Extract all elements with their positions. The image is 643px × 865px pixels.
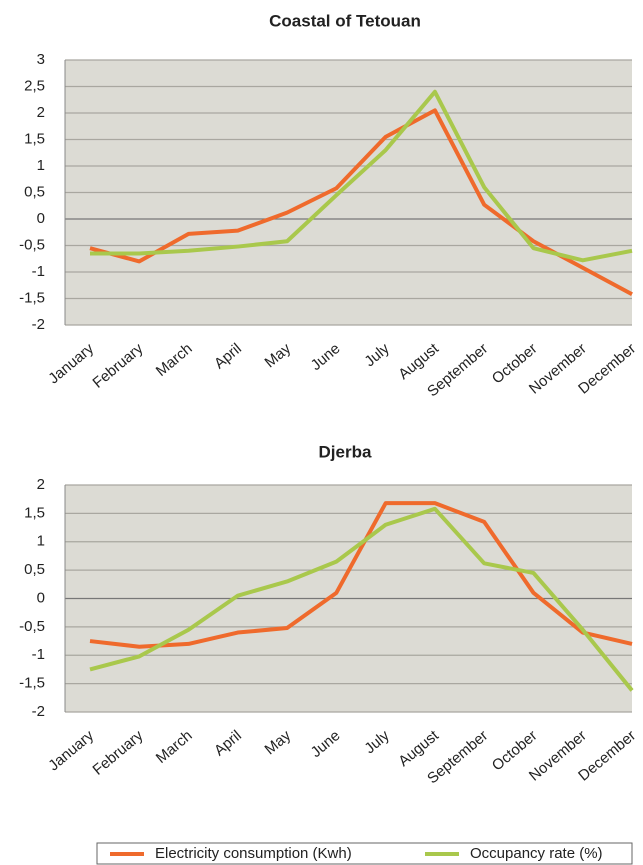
series-line — [89, 501, 633, 649]
chart-title: Coastal of Tetouan — [269, 11, 421, 30]
y-tick-label: 2 — [37, 476, 45, 493]
y-tick-label: -0,5 — [19, 618, 45, 635]
x-tick-label: July — [361, 340, 393, 370]
y-tick-label: 0 — [37, 589, 45, 606]
x-tick-label: February — [89, 727, 146, 779]
y-tick-label: 0 — [37, 210, 45, 227]
y-tick-label: 1,5 — [24, 130, 45, 147]
chart-title: Djerba — [319, 442, 372, 461]
y-tick-label: -1 — [32, 263, 45, 280]
x-tick-label: May — [262, 727, 295, 759]
y-tick-label: -1 — [32, 646, 45, 663]
y-tick-label: -2 — [32, 316, 45, 333]
series-line — [90, 89, 633, 263]
y-tick-label: -1,5 — [19, 289, 45, 306]
y-tick-label: -0,5 — [19, 236, 45, 253]
x-tick-label: March — [153, 340, 196, 380]
x-tick-label: February — [89, 340, 146, 392]
y-tick-label: 1,5 — [24, 504, 45, 521]
y-tick-label: 2,5 — [24, 77, 45, 94]
x-tick-label: April — [211, 340, 245, 372]
legend-label: Electricity consumption (Kwh) — [155, 845, 352, 862]
series-line — [89, 506, 634, 692]
legend-label: Occupancy rate (%) — [470, 845, 603, 862]
y-tick-label: -2 — [32, 703, 45, 720]
y-tick-label: 1 — [37, 533, 45, 550]
legend-box — [96, 842, 633, 865]
x-tick-label: June — [308, 340, 344, 374]
x-tick-label: June — [308, 727, 344, 761]
y-tick-label: 2 — [37, 104, 45, 121]
x-tick-label: March — [153, 727, 196, 767]
x-tick-label: April — [211, 727, 245, 759]
y-tick-label: 0,5 — [24, 183, 45, 200]
y-tick-label: -1,5 — [19, 675, 45, 692]
y-tick-label: 1 — [37, 157, 45, 174]
y-tick-label: 3 — [37, 51, 45, 68]
y-tick-label: 0,5 — [24, 561, 45, 578]
x-tick-label: May — [262, 340, 295, 372]
x-tick-label: July — [361, 727, 393, 757]
series-line — [89, 108, 633, 297]
